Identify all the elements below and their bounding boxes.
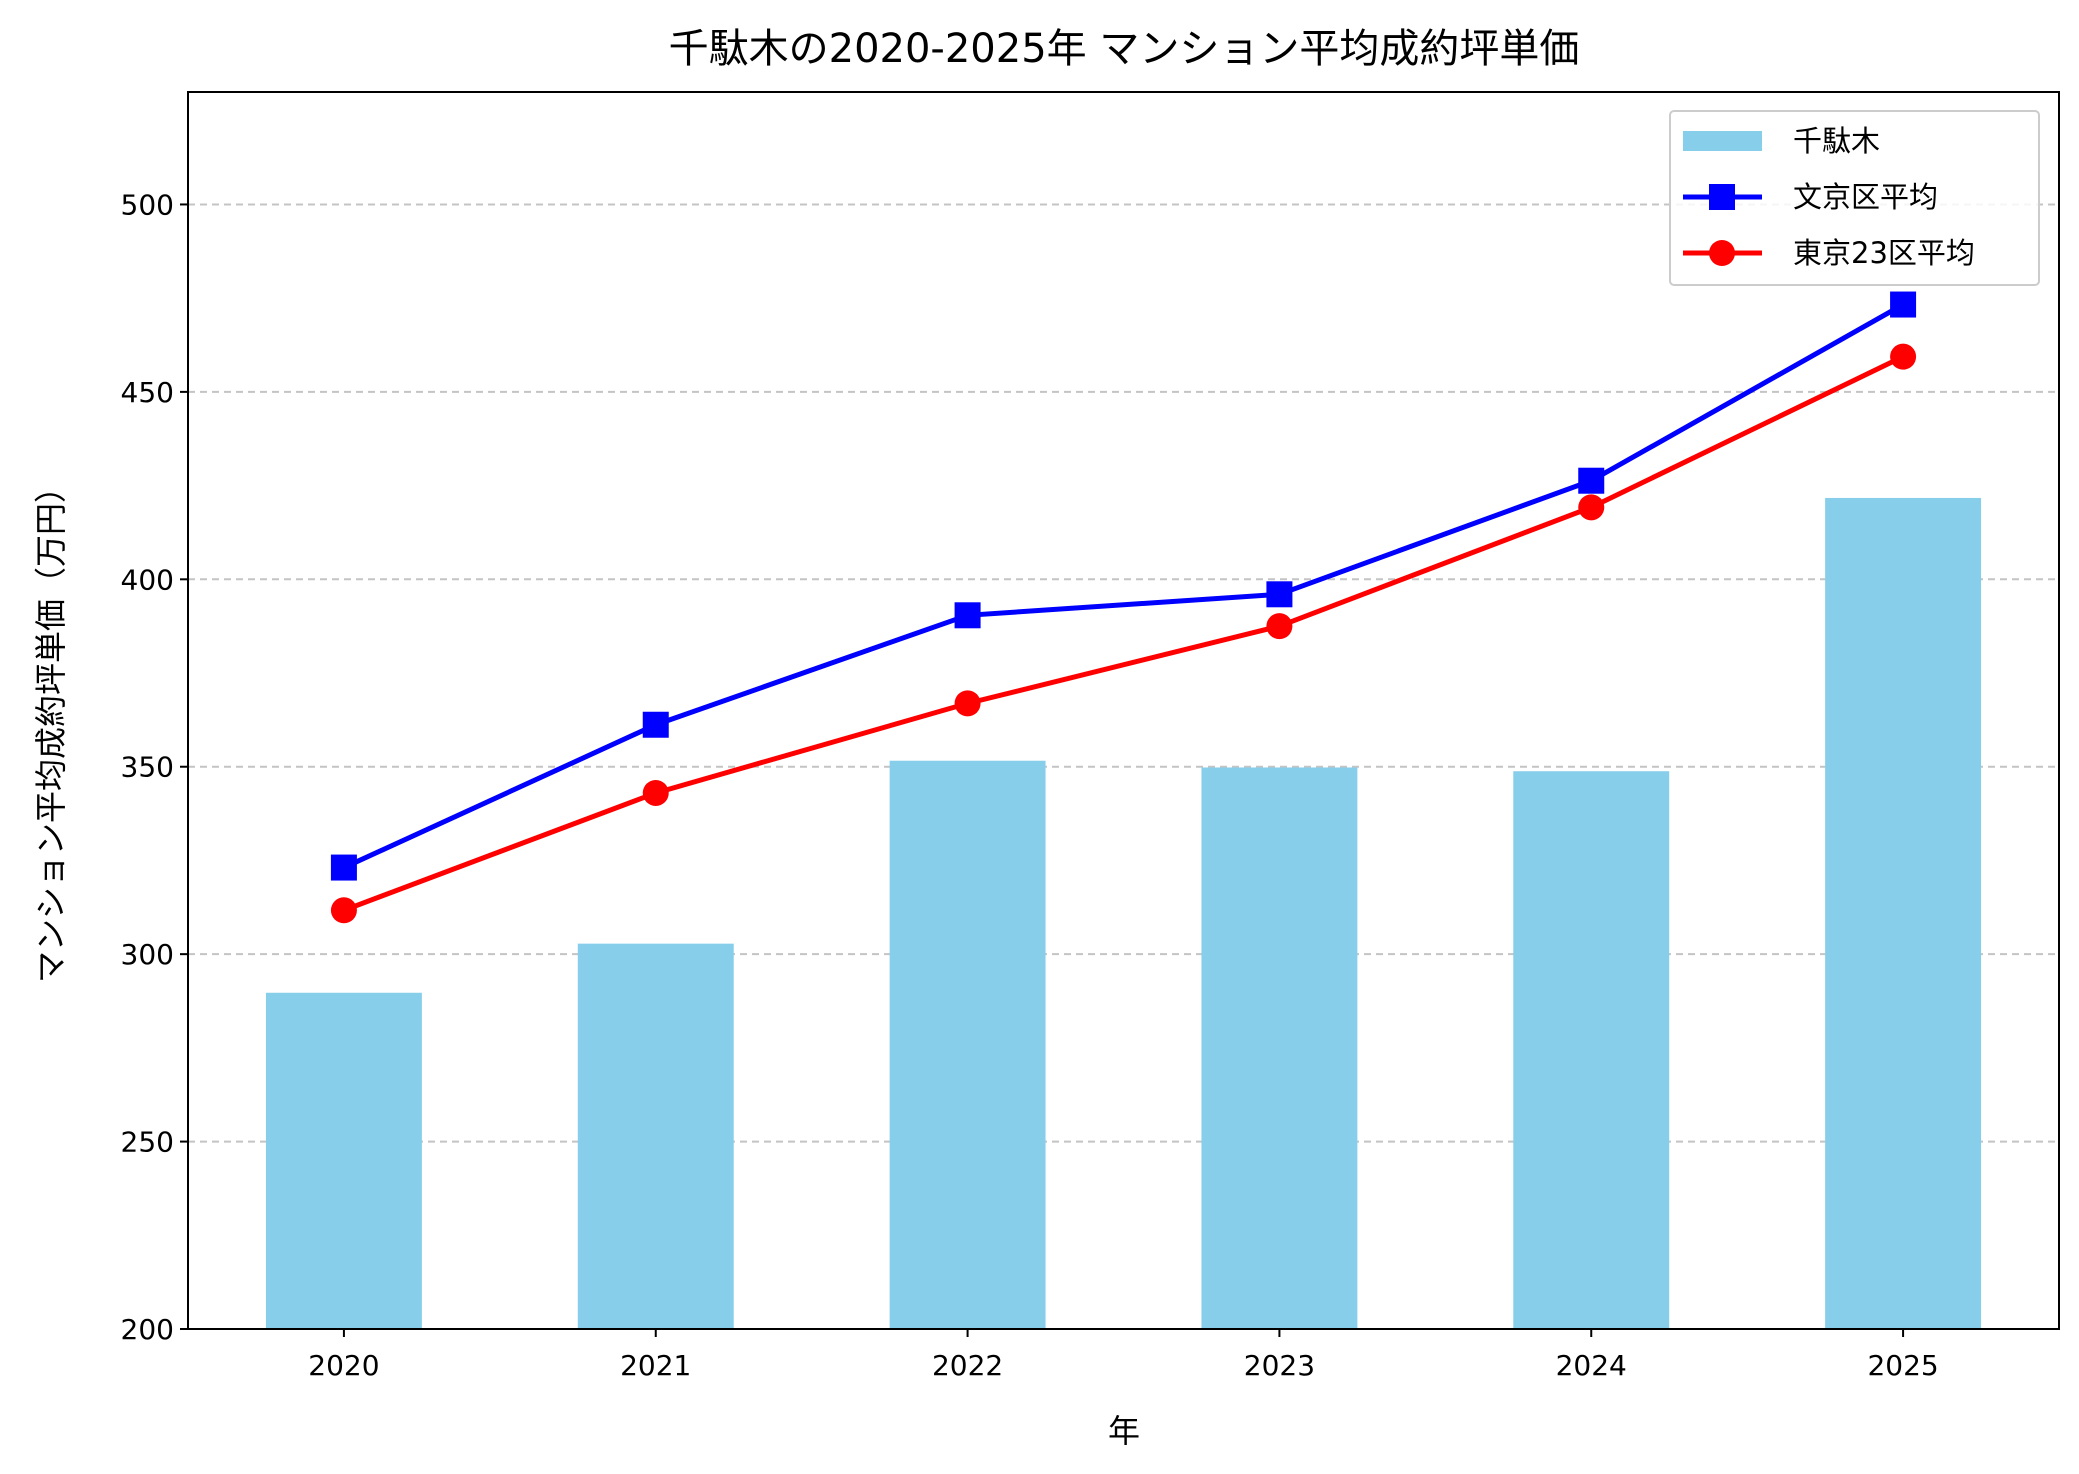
y-axis-label: マンション平均成約坪単価（万円）: [32, 471, 70, 983]
data-point-1-2024: [1578, 467, 1605, 494]
data-point-1-2025: [1890, 291, 1917, 318]
data-point-1-2021: [642, 711, 669, 738]
lines: [330, 291, 1917, 924]
data-point-2-2022: [954, 690, 981, 717]
x-tick-label: 2023: [1244, 1349, 1315, 1382]
bar-2021: [577, 943, 734, 1329]
plot-frame: [187, 91, 2060, 1330]
y-tick-label: 250: [121, 1126, 174, 1159]
grid: [188, 203, 2059, 1143]
data-point-1-2023: [1266, 581, 1293, 608]
legend-marker: [1709, 240, 1735, 266]
y-tick-label: 350: [121, 751, 174, 784]
x-axis: 2020 2021 2022 2023 2024 2025: [308, 1329, 1939, 1382]
bar-2025: [1825, 497, 1982, 1329]
series-line-2: [343, 354, 1905, 913]
x-tick-label: 2022: [932, 1349, 1003, 1382]
data-point-2-2023: [1266, 613, 1293, 640]
data-point-2-2024: [1578, 494, 1605, 521]
x-tick-label: 2021: [620, 1349, 691, 1382]
y-tick-label: 400: [121, 563, 174, 596]
x-tick-label: 2024: [1556, 1349, 1627, 1382]
bars: [265, 497, 1982, 1329]
legend-marker: [1709, 184, 1735, 210]
y-tick-label: 300: [121, 938, 174, 971]
chart-title: 千駄木の2020-2025年 マンション平均成約坪単価: [669, 26, 1580, 72]
data-point-1-2020: [330, 854, 357, 881]
bar-2023: [1201, 767, 1358, 1329]
y-axis: 200 250 300 350 400 450 500: [121, 188, 188, 1346]
bar-2024: [1513, 771, 1670, 1329]
y-tick-label: 500: [121, 188, 174, 221]
data-point-2-2020: [330, 897, 357, 924]
legend-label: 千駄木: [1793, 124, 1880, 158]
legend-label: 東京23区平均: [1793, 236, 1975, 270]
data-point-2-2025: [1890, 343, 1917, 370]
data-point-2-2021: [642, 779, 669, 806]
x-axis-label: 年: [1108, 1412, 1140, 1450]
data-point-1-2022: [954, 602, 981, 629]
legend-swatch: [1683, 131, 1762, 151]
y-tick-label: 450: [121, 376, 174, 409]
legend-label: 文京区平均: [1793, 180, 1938, 214]
y-tick-label: 200: [121, 1313, 174, 1346]
bar-2020: [265, 992, 422, 1329]
bar-2022: [889, 760, 1046, 1329]
legend-frame: [1669, 110, 2040, 286]
series-line-1: [342, 302, 1905, 870]
x-tick-label: 2025: [1867, 1349, 1938, 1382]
x-tick-label: 2020: [308, 1349, 379, 1382]
